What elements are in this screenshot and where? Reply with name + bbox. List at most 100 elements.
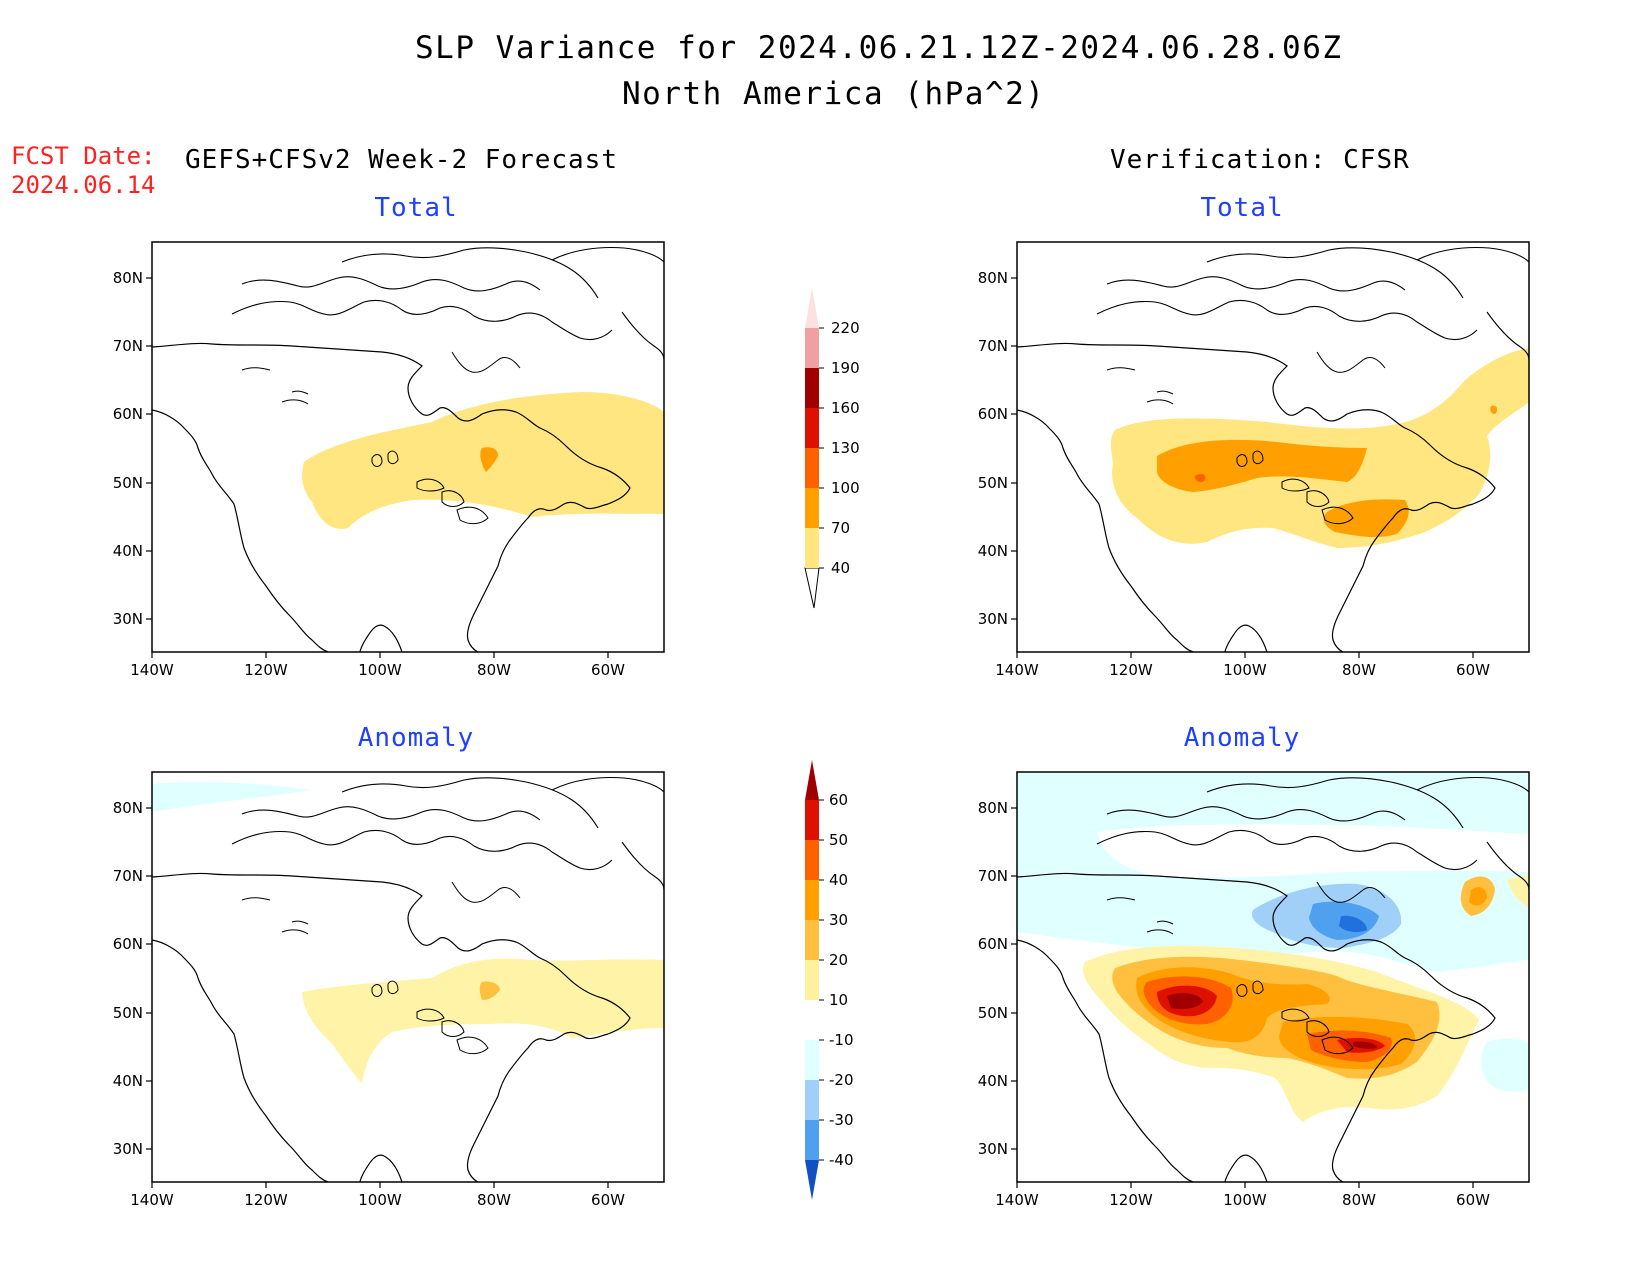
lat-label: 50N (113, 1004, 143, 1022)
colorbar-label: -40 (829, 1151, 854, 1169)
colorbar-swatch (805, 448, 819, 488)
colorbar-swatch (805, 1080, 819, 1120)
lon-label: 120W (244, 1191, 288, 1209)
colorbar-swatch (805, 368, 819, 408)
right-column-title: Verification: CFSR (1110, 145, 1410, 175)
colorbar-swatch (805, 408, 819, 448)
lon-label: 80W (1342, 1191, 1376, 1209)
lon-label: 100W (1223, 661, 1267, 679)
lat-label: 80N (978, 269, 1008, 287)
colorbar-label: 190 (831, 359, 860, 377)
lat-label: 30N (113, 610, 143, 628)
panel-title-verification-anomaly: Anomaly (1183, 723, 1301, 753)
lat-label: 50N (978, 474, 1008, 492)
lat-label: 80N (978, 799, 1008, 817)
colorbar-label: 50 (829, 831, 848, 849)
lon-label: 140W (995, 661, 1039, 679)
map-forecast-total (151, 241, 665, 653)
shade-orange (480, 447, 498, 472)
shade-orange-east (1323, 499, 1409, 538)
lon-label: 120W (1109, 661, 1153, 679)
colorbar-label: 70 (831, 519, 850, 537)
lon-label: 100W (1223, 1191, 1267, 1209)
left-column-title: GEFS+CFSv2 Week-2 Forecast (185, 145, 618, 175)
lat-label: 30N (978, 610, 1008, 628)
colorbar-anomaly: 60 50 40 30 20 10 -10 -20 -30 -40 (805, 760, 854, 1200)
lat-label: 70N (978, 337, 1008, 355)
axes-layer: 80N 70N 60N 50N 40N 30N 140W 120W 100W 80W 60W 80N 7… (113, 269, 1490, 1209)
colorbar-swatch (805, 528, 819, 568)
main-title: SLP Variance for 2024.06.21.12Z-2024.06.… (415, 30, 1343, 66)
colorbar-swatch (805, 960, 819, 1000)
colorbar-label: 130 (831, 439, 860, 457)
lat-label: 50N (113, 474, 143, 492)
map-forecast-anomaly (151, 771, 665, 1183)
lat-label: 80N (113, 799, 143, 817)
lon-label: 60W (591, 1191, 625, 1209)
lon-label: 120W (244, 661, 288, 679)
colorbar-label: 160 (831, 399, 860, 417)
colorbar-swatch (805, 880, 819, 920)
lon-label: 60W (591, 661, 625, 679)
colorbar-label: 10 (829, 991, 848, 1009)
shade-white-band (1097, 824, 1529, 878)
lat-label: 70N (113, 337, 143, 355)
lat-label: 60N (978, 405, 1008, 423)
colorbar-swatch (805, 488, 819, 528)
lon-label: 140W (130, 1191, 174, 1209)
lon-label: 120W (1109, 1191, 1153, 1209)
lat-label: 40N (113, 542, 143, 560)
map-verification-anomaly (1016, 771, 1530, 1183)
colorbar-swatch (805, 1040, 819, 1080)
lon-label: 80W (1342, 661, 1376, 679)
colorbar-swatch (805, 328, 819, 368)
colorbar-label: -20 (829, 1071, 854, 1089)
colorbar-total: 40 70 100 130 160 190 220 (804, 288, 860, 609)
colorbar-swatch (805, 800, 819, 840)
shade-yellow-light (302, 958, 664, 1084)
shade-orange (1157, 439, 1367, 492)
colorbar-label: 40 (831, 559, 850, 577)
lon-label: 100W (358, 661, 402, 679)
colorbar-end-lower (804, 567, 820, 609)
colorbar-label: 30 (829, 911, 848, 929)
panel-title-verification-total: Total (1200, 193, 1284, 223)
lat-label: 70N (978, 867, 1008, 885)
colorbar-swatch (805, 1120, 819, 1160)
lon-label: 80W (477, 1191, 511, 1209)
lon-label: 100W (358, 1191, 402, 1209)
colorbar-end-upper (805, 760, 819, 800)
lat-label: 60N (113, 405, 143, 423)
colorbar-end-lower (805, 1160, 819, 1200)
lat-label: 40N (978, 542, 1008, 560)
map-verification-total (1016, 241, 1530, 653)
lon-label: 140W (130, 661, 174, 679)
main-subtitle: North America (hPa^2) (622, 76, 1046, 112)
lat-label: 60N (978, 935, 1008, 953)
colorbar-label: 220 (831, 319, 860, 337)
lat-label: 40N (978, 1072, 1008, 1090)
colorbar-label: 20 (829, 951, 848, 969)
lat-label: 70N (113, 867, 143, 885)
lat-label: 80N (113, 269, 143, 287)
colorbar-label: -10 (829, 1031, 854, 1049)
colorbar-swatch (805, 840, 819, 880)
colorbar-swatch (805, 920, 819, 960)
colorbar-label: -30 (829, 1111, 854, 1129)
shade-cyan (152, 782, 312, 812)
panel-title-forecast-anomaly: Anomaly (357, 723, 475, 753)
colorbar-swatch (805, 1000, 819, 1040)
fcst-date-label: FCST Date: (11, 142, 156, 170)
colorbar-label: 40 (829, 871, 848, 889)
fcst-date-value: 2024.06.14 (11, 171, 156, 199)
lat-label: 30N (978, 1140, 1008, 1158)
lon-label: 60W (1456, 661, 1490, 679)
lat-label: 30N (113, 1140, 143, 1158)
lat-label: 40N (113, 1072, 143, 1090)
lat-label: 60N (113, 935, 143, 953)
colorbar-label: 100 (831, 479, 860, 497)
lon-label: 60W (1456, 1191, 1490, 1209)
colorbar-end-upper (805, 288, 819, 328)
panel-title-forecast-total: Total (374, 193, 458, 223)
